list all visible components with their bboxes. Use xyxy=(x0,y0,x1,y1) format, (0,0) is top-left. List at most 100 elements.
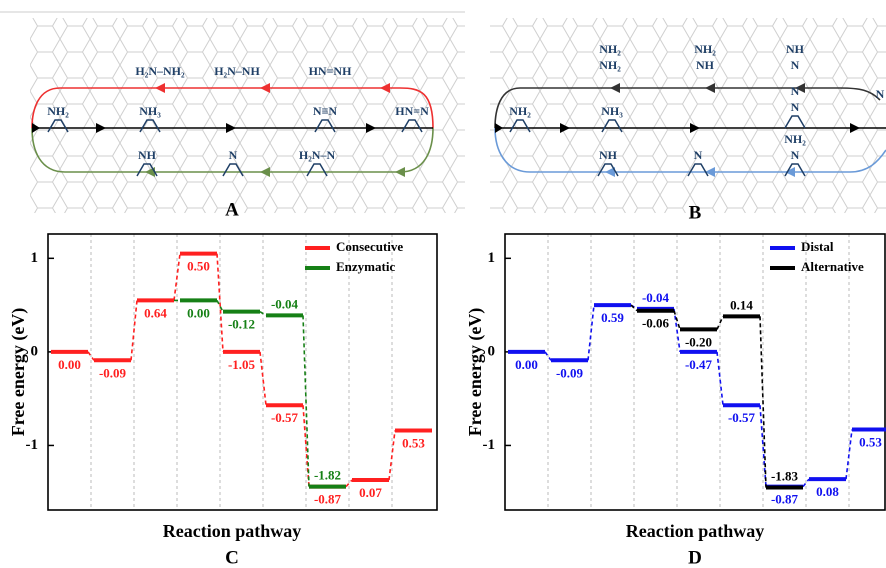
step-label: -0.09 xyxy=(556,365,584,380)
connector xyxy=(630,304,638,312)
step-label: 0.08 xyxy=(816,484,839,499)
legend-label: Alternative xyxy=(801,259,864,274)
step-label: 0.07 xyxy=(359,485,382,500)
connector xyxy=(673,310,681,330)
step-label: 0.00 xyxy=(58,357,81,372)
connector xyxy=(259,351,267,406)
molecule-label: NH₂ xyxy=(599,42,621,56)
step-label: -0.57 xyxy=(271,410,299,425)
loop xyxy=(31,127,434,173)
connector xyxy=(845,429,853,480)
arrow xyxy=(605,167,615,177)
connector xyxy=(173,253,181,301)
loop xyxy=(494,127,886,173)
connector xyxy=(302,315,310,487)
molecule-label: NH₂ xyxy=(694,42,716,56)
adsorbate-legs xyxy=(314,119,336,133)
connector xyxy=(130,300,138,361)
arrows xyxy=(495,83,860,177)
arrow xyxy=(560,123,570,133)
panel-letter: C xyxy=(225,547,239,568)
step-label: 0.59 xyxy=(601,310,624,325)
connector xyxy=(587,305,595,361)
step-label: -0.57 xyxy=(728,410,756,425)
step-label: -0.04 xyxy=(271,296,299,311)
x-axis-label: Reaction pathway xyxy=(163,521,302,541)
surface xyxy=(30,18,465,213)
adsorbate-legs xyxy=(509,119,531,133)
adsorbate-legs xyxy=(401,119,423,133)
arrow xyxy=(850,123,860,133)
connector xyxy=(87,351,95,361)
step-label: -0.87 xyxy=(771,492,799,507)
connector xyxy=(544,351,552,361)
adsorbate-legs xyxy=(139,119,161,133)
connector xyxy=(716,351,724,406)
step-label: -0.06 xyxy=(642,316,670,331)
connector xyxy=(759,316,767,488)
molecule-label: NH₂ xyxy=(47,104,69,118)
connector xyxy=(345,479,353,488)
step-label: 0.00 xyxy=(515,357,538,372)
step-label: 0.50 xyxy=(187,259,210,274)
arrow xyxy=(795,83,805,93)
molecule-label: N xyxy=(791,58,800,72)
adsorbate-legs xyxy=(47,119,69,133)
y-tick-label: 1 xyxy=(31,250,39,266)
molecule-label: NH₂ xyxy=(509,104,531,118)
legend-label: Distal xyxy=(801,239,834,254)
molecule-label: NH₃ xyxy=(601,104,623,118)
y-tick-label: 1 xyxy=(488,250,496,266)
legend-label: Enzymatic xyxy=(336,259,395,274)
molecule-label: NH xyxy=(138,148,157,162)
connector xyxy=(216,253,224,352)
step-label: -0.09 xyxy=(99,365,127,380)
arrow xyxy=(785,167,795,177)
connector xyxy=(216,300,224,313)
step-label: 0.64 xyxy=(144,305,167,320)
y-tick-label: 0 xyxy=(488,343,496,359)
surface xyxy=(490,18,886,213)
step-label: 0.00 xyxy=(187,305,210,320)
step-label: -1.83 xyxy=(771,469,799,484)
loop xyxy=(31,87,434,129)
molecule-label: N≡N xyxy=(313,104,338,118)
arrow xyxy=(32,123,40,133)
molecule-label: HN=NH xyxy=(309,64,353,78)
step-label: -0.04 xyxy=(642,290,670,305)
molecule-label: H₂N–NH₂ xyxy=(135,64,185,78)
arrow xyxy=(260,83,270,93)
molecule-label: N xyxy=(791,148,800,162)
y-tick-label: 0 xyxy=(31,343,39,359)
connector xyxy=(716,315,724,330)
molecule-label: NH xyxy=(696,58,715,72)
step-label: -1.05 xyxy=(228,357,256,372)
step-label: -0.20 xyxy=(685,334,712,349)
adsorbate-legs xyxy=(784,115,806,129)
y-tick-label: -1 xyxy=(26,437,39,453)
adsorbate-legs xyxy=(222,163,244,177)
adsorbate-legs xyxy=(306,163,328,177)
arrow xyxy=(690,123,700,133)
molecule-label: N xyxy=(876,87,885,101)
molecule-label: N xyxy=(694,148,703,162)
arrow xyxy=(366,123,376,133)
adsorbate-legs xyxy=(597,163,619,177)
panel-letter: B xyxy=(689,202,702,223)
loop xyxy=(494,87,881,129)
x-axis-label: Reaction pathway xyxy=(626,521,765,541)
step-label: -1.82 xyxy=(314,468,341,483)
arrow xyxy=(395,167,405,177)
molecule-label: NH xyxy=(786,42,805,56)
panel-letter: A xyxy=(225,199,239,220)
arrow xyxy=(155,83,165,93)
molecule-label: NH₂ xyxy=(599,58,621,72)
arrow xyxy=(226,123,236,133)
molecule-label: H₂N–NH xyxy=(214,64,260,78)
plot-frame xyxy=(504,233,886,511)
y-axis-label: Free energy (eV) xyxy=(465,308,486,437)
step-label: 0.53 xyxy=(402,435,425,450)
connector xyxy=(673,308,681,352)
molecule-label: N xyxy=(791,100,800,114)
